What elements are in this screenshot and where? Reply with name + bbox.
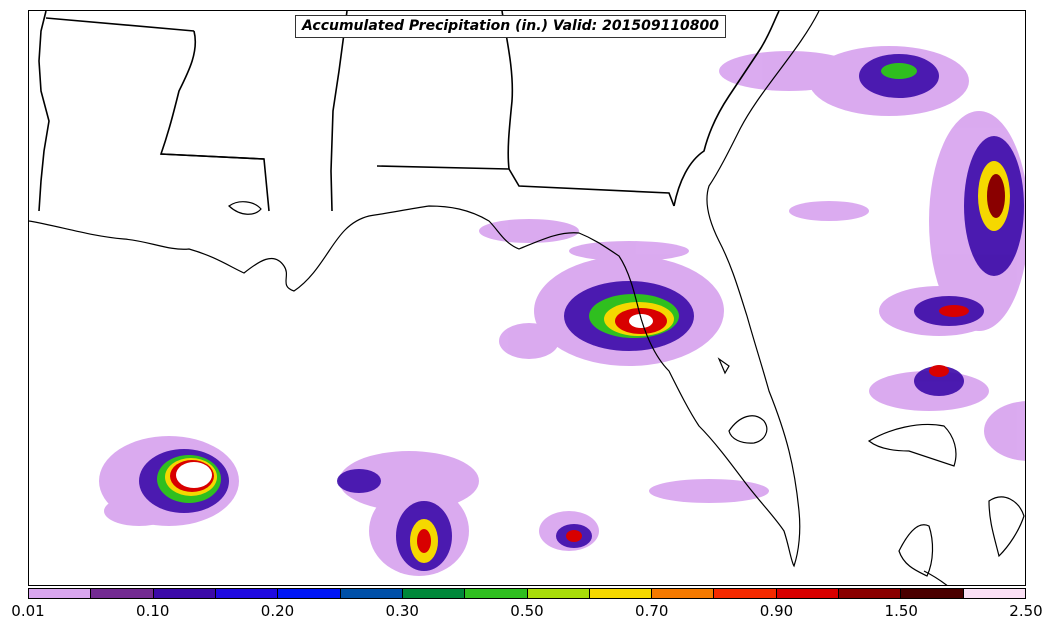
precip-field-light	[99, 46, 1025, 576]
colorbar-segment	[652, 589, 715, 598]
colorbar-tick-label: 0.50	[510, 602, 544, 620]
colorbar-segment	[839, 589, 902, 598]
colorbar-segment	[91, 589, 154, 598]
colorbar	[28, 588, 1026, 599]
coastlines	[29, 11, 1025, 585]
colorbar-segment	[215, 589, 279, 598]
colorbar-segment	[714, 589, 777, 598]
colorbar-segment	[963, 589, 1025, 598]
map-title: Accumulated Precipitation (in.) Valid: 2…	[295, 15, 727, 38]
colorbar-segment	[901, 589, 964, 598]
colorbar-tick-label: 0.20	[260, 602, 295, 620]
colorbar-tick-label: 0.90	[759, 602, 794, 620]
colorbar-segment	[589, 589, 653, 598]
state-borders	[38, 11, 780, 212]
precip-field-heavy	[157, 63, 1010, 563]
colorbar-tick-label: 0.70	[635, 602, 669, 620]
colorbar-segment	[527, 589, 590, 598]
colorbar-segment	[29, 589, 92, 598]
colorbar-tick-label: 1.50	[884, 602, 918, 620]
colorbar-segment	[340, 589, 403, 598]
colorbar-segment	[402, 589, 466, 598]
precipitation-map	[28, 10, 1026, 586]
colorbar-tick-label: 0.30	[385, 602, 419, 620]
map-canvas	[29, 11, 1025, 585]
colorbar-tick-labels: 0.01 0.10 0.20 0.30 0.50 0.70 0.90 1.50 2.50	[0, 600, 1054, 630]
colorbar-segment	[776, 589, 840, 598]
colorbar-tick-label: 0.01	[11, 602, 45, 620]
colorbar-segment	[278, 589, 341, 598]
colorbar-tick-label: 0.10	[136, 602, 170, 620]
colorbar-segment	[465, 589, 528, 598]
colorbar-segment	[153, 589, 216, 598]
colorbar-tick-label: 2.50	[1009, 602, 1043, 620]
